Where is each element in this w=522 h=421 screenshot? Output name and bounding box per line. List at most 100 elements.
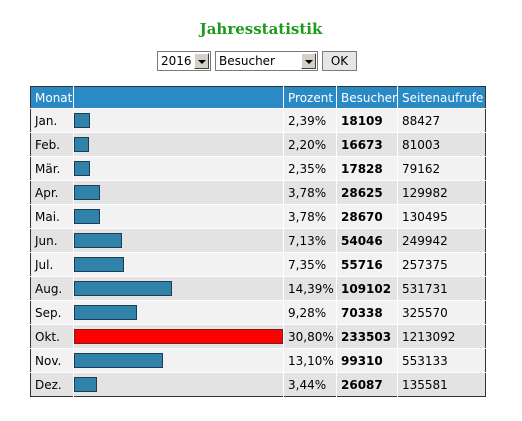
- month-cell: Nov.: [30, 348, 74, 373]
- percent-cell: 2,35%: [283, 156, 337, 181]
- year-select-value: 2016: [161, 54, 192, 68]
- percentage-bar: [74, 329, 283, 344]
- percentage-bar: [74, 185, 100, 200]
- percentage-bar: [74, 281, 172, 296]
- visitors-cell: 26087: [336, 372, 398, 397]
- pageviews-cell: 129982: [397, 180, 486, 205]
- header-pageviews: Seitenaufrufe: [397, 86, 486, 109]
- percentage-bar: [74, 137, 89, 152]
- chevron-down-icon[interactable]: [194, 53, 209, 69]
- chevron-down-icon[interactable]: [301, 53, 316, 69]
- pageviews-cell: 135581: [397, 372, 486, 397]
- pageviews-cell: 79162: [397, 156, 486, 181]
- pageviews-cell: 531731: [397, 276, 486, 301]
- visitors-cell: 70338: [336, 300, 398, 325]
- percent-cell: 3,78%: [283, 180, 337, 205]
- table-row: Mär. 2,35% 17828 79162: [30, 156, 486, 181]
- month-cell: Mär.: [30, 156, 74, 181]
- header-month: Monat: [30, 86, 74, 109]
- month-cell: Dez.: [30, 372, 74, 397]
- bar-cell: [73, 228, 284, 253]
- table-row: Jul. 7,35% 55716 257375: [30, 252, 486, 277]
- percent-cell: 3,78%: [283, 204, 337, 229]
- bar-cell: [73, 372, 284, 397]
- header-percent: Prozent: [283, 86, 337, 109]
- percentage-bar: [74, 209, 100, 224]
- percent-cell: 30,80%: [283, 324, 337, 349]
- month-cell: Jun.: [30, 228, 74, 253]
- visitors-cell: 99310: [336, 348, 398, 373]
- percent-cell: 2,20%: [283, 132, 337, 157]
- year-select[interactable]: 2016: [157, 51, 211, 71]
- table-header-row: Monat Prozent Besucher Seitenaufrufe: [30, 86, 486, 109]
- percent-cell: 13,10%: [283, 348, 337, 373]
- bar-cell: [73, 348, 284, 373]
- month-cell: Jul.: [30, 252, 74, 277]
- percentage-bar: [74, 305, 137, 320]
- table-row: Mai. 3,78% 28670 130495: [30, 204, 486, 229]
- page-title: Jahresstatistik: [199, 20, 323, 38]
- percent-cell: 9,28%: [283, 300, 337, 325]
- visitors-cell: 16673: [336, 132, 398, 157]
- bar-cell: [73, 204, 284, 229]
- percentage-bar: [74, 353, 163, 368]
- bar-cell: [73, 132, 284, 157]
- table-row: Jan. 2,39% 18109 88427: [30, 108, 486, 133]
- table-row: Sep. 9,28% 70338 325570: [30, 300, 486, 325]
- statistics-table: Monat Prozent Besucher Seitenaufrufe Jan…: [30, 86, 486, 397]
- table-row: Feb. 2,20% 16673 81003: [30, 132, 486, 157]
- bar-cell: [73, 276, 284, 301]
- pageviews-cell: 88427: [397, 108, 486, 133]
- visitors-cell: 17828: [336, 156, 398, 181]
- percent-cell: 14,39%: [283, 276, 337, 301]
- pageviews-cell: 325570: [397, 300, 486, 325]
- header-bar: [73, 86, 284, 109]
- percentage-bar: [74, 161, 90, 176]
- metric-select[interactable]: Besucher: [215, 51, 318, 71]
- percentage-bar: [74, 113, 90, 128]
- month-cell: Okt.: [30, 324, 74, 349]
- pageviews-cell: 553133: [397, 348, 486, 373]
- table-row: Jun. 7,13% 54046 249942: [30, 228, 486, 253]
- table-row: Dez. 3,44% 26087 135581: [30, 372, 486, 397]
- pageviews-cell: 249942: [397, 228, 486, 253]
- metric-select-value: Besucher: [219, 54, 275, 68]
- table-row: Apr. 3,78% 28625 129982: [30, 180, 486, 205]
- percentage-bar: [74, 377, 97, 392]
- bar-cell: [73, 156, 284, 181]
- pageviews-cell: 130495: [397, 204, 486, 229]
- bar-cell: [73, 300, 284, 325]
- bar-cell: [73, 252, 284, 277]
- month-cell: Apr.: [30, 180, 74, 205]
- visitors-cell: 28625: [336, 180, 398, 205]
- visitors-cell: 233503: [336, 324, 398, 349]
- percentage-bar: [74, 257, 124, 272]
- percent-cell: 2,39%: [283, 108, 337, 133]
- month-cell: Aug.: [30, 276, 74, 301]
- table-row: Okt. 30,80% 233503 1213092: [30, 324, 486, 349]
- ok-button[interactable]: OK: [322, 51, 357, 71]
- month-cell: Sep.: [30, 300, 74, 325]
- percent-cell: 3,44%: [283, 372, 337, 397]
- month-cell: Feb.: [30, 132, 74, 157]
- month-cell: Mai.: [30, 204, 74, 229]
- month-cell: Jan.: [30, 108, 74, 133]
- table-row: Nov. 13,10% 99310 553133: [30, 348, 486, 373]
- bar-cell: [73, 108, 284, 133]
- pageviews-cell: 1213092: [397, 324, 486, 349]
- visitors-cell: 109102: [336, 276, 398, 301]
- visitors-cell: 54046: [336, 228, 398, 253]
- percentage-bar: [74, 233, 122, 248]
- bar-cell: [73, 324, 284, 349]
- percent-cell: 7,35%: [283, 252, 337, 277]
- pageviews-cell: 81003: [397, 132, 486, 157]
- pageviews-cell: 257375: [397, 252, 486, 277]
- visitors-cell: 55716: [336, 252, 398, 277]
- visitors-cell: 28670: [336, 204, 398, 229]
- table-row: Aug. 14,39% 109102 531731: [30, 276, 486, 301]
- percent-cell: 7,13%: [283, 228, 337, 253]
- filter-controls: 2016 Besucher OK: [0, 51, 522, 71]
- visitors-cell: 18109: [336, 108, 398, 133]
- bar-cell: [73, 180, 284, 205]
- header-visitors: Besucher: [336, 86, 398, 109]
